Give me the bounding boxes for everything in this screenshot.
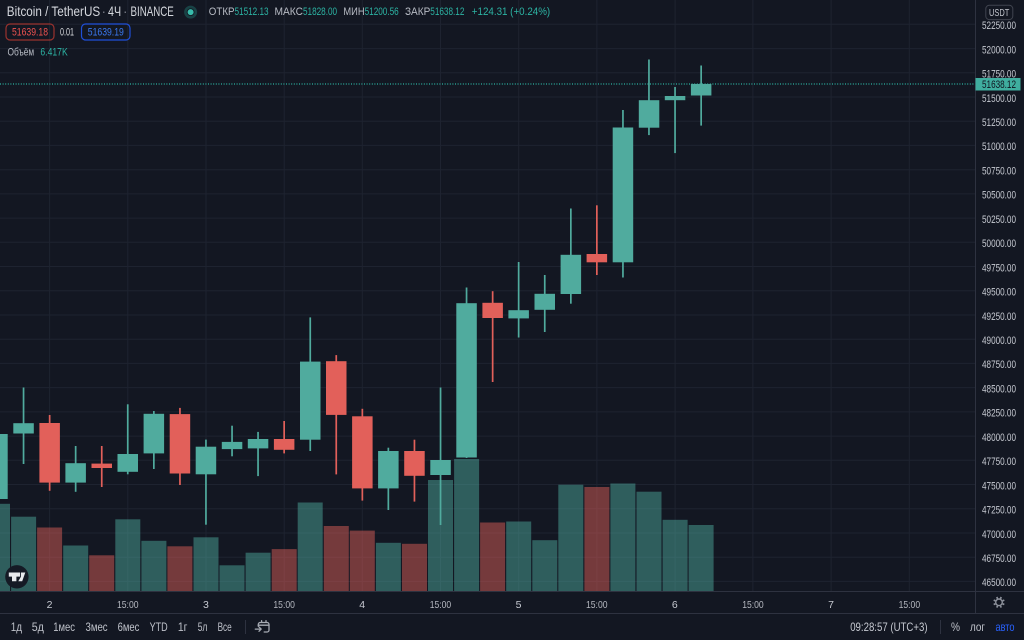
svg-text:0.01: 0.01: [60, 27, 74, 39]
svg-text:47750.00: 47750.00: [982, 456, 1016, 468]
svg-text:48500.00: 48500.00: [982, 383, 1016, 395]
svg-text:BINANCE: BINANCE: [131, 4, 174, 19]
svg-text:15:00: 15:00: [899, 599, 921, 611]
svg-text:52250.00: 52250.00: [982, 20, 1016, 32]
svg-text:6: 6: [672, 599, 678, 611]
svg-text:49500.00: 49500.00: [982, 287, 1016, 299]
svg-text:3: 3: [203, 599, 209, 611]
svg-text:6.417K: 6.417K: [40, 47, 68, 59]
svg-text:46500.00: 46500.00: [982, 577, 1016, 589]
svg-text:51512.13: 51512.13: [235, 6, 269, 18]
svg-text:Объём: Объём: [8, 47, 35, 59]
svg-text:51000.00: 51000.00: [982, 141, 1016, 153]
svg-text:47250.00: 47250.00: [982, 505, 1016, 517]
svg-text:1г: 1г: [178, 620, 188, 634]
svg-text:47500.00: 47500.00: [982, 480, 1016, 492]
svg-text:51200.56: 51200.56: [365, 6, 399, 18]
svg-text:51828.00: 51828.00: [303, 6, 337, 18]
svg-text:лог: лог: [970, 620, 985, 634]
svg-text:51638.12: 51638.12: [982, 79, 1016, 91]
svg-text:4: 4: [359, 599, 365, 611]
svg-text:15:00: 15:00: [742, 599, 764, 611]
svg-text:ОТКР: ОТКР: [209, 6, 235, 18]
svg-text:15:00: 15:00: [273, 599, 295, 611]
svg-text:50500.00: 50500.00: [982, 190, 1016, 202]
svg-text:48250.00: 48250.00: [982, 408, 1016, 420]
svg-text:5л: 5л: [198, 620, 208, 634]
svg-text:50750.00: 50750.00: [982, 166, 1016, 178]
svg-text:Bitcoin / TetherUS: Bitcoin / TetherUS: [7, 4, 100, 19]
svg-text:51500.00: 51500.00: [982, 93, 1016, 105]
svg-text:51639.18: 51639.18: [12, 27, 48, 39]
svg-text:48750.00: 48750.00: [982, 359, 1016, 371]
svg-text:·: ·: [123, 4, 128, 19]
svg-text:15:00: 15:00: [117, 599, 139, 611]
svg-text:7: 7: [828, 599, 834, 611]
svg-text:МИН: МИН: [343, 6, 364, 18]
svg-text:50000.00: 50000.00: [982, 238, 1016, 250]
svg-text:51750.00: 51750.00: [982, 69, 1016, 81]
svg-text:2: 2: [47, 599, 53, 611]
svg-text:·: ·: [102, 4, 107, 19]
svg-text:6мес: 6мес: [118, 620, 140, 634]
svg-text:3мес: 3мес: [86, 620, 108, 634]
svg-text:4Ч: 4Ч: [108, 4, 121, 19]
svg-text:+124.31 (+0.24%): +124.31 (+0.24%): [472, 6, 551, 18]
svg-text:51250.00: 51250.00: [982, 117, 1016, 129]
svg-text:МАКС: МАКС: [275, 6, 304, 18]
svg-text:52000.00: 52000.00: [982, 44, 1016, 56]
svg-text:15:00: 15:00: [430, 599, 452, 611]
svg-text:47000.00: 47000.00: [982, 529, 1016, 541]
svg-text:YTD: YTD: [150, 620, 168, 634]
svg-text:авто: авто: [996, 620, 1015, 634]
svg-text:5: 5: [516, 599, 522, 611]
svg-text:15:00: 15:00: [586, 599, 608, 611]
svg-text:1мес: 1мес: [53, 620, 75, 634]
svg-text:5д: 5д: [32, 620, 44, 634]
svg-text:1д: 1д: [11, 620, 22, 634]
svg-text:%: %: [951, 620, 960, 634]
svg-text:49000.00: 49000.00: [982, 335, 1016, 347]
svg-text:51638.12: 51638.12: [430, 6, 464, 18]
svg-text:49750.00: 49750.00: [982, 262, 1016, 274]
svg-text:50250.00: 50250.00: [982, 214, 1016, 226]
svg-text:USDT: USDT: [989, 8, 1009, 19]
svg-text:48000.00: 48000.00: [982, 432, 1016, 444]
svg-text:51639.19: 51639.19: [88, 27, 124, 39]
svg-text:Все: Все: [218, 620, 232, 634]
svg-text:09:28:57 (UTC+3): 09:28:57 (UTC+3): [850, 620, 927, 634]
svg-text:46750.00: 46750.00: [982, 553, 1016, 565]
svg-text:49250.00: 49250.00: [982, 311, 1016, 323]
svg-text:ЗАКР: ЗАКР: [405, 6, 430, 18]
